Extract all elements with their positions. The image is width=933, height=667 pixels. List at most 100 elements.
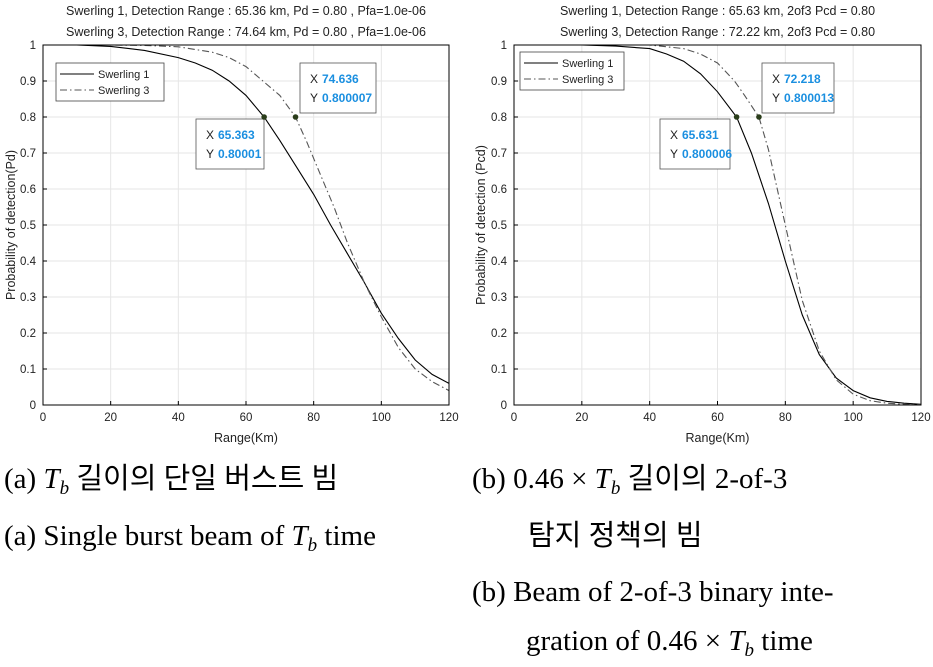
y-tick-label: 0.6 [491,184,507,196]
y-tick-label: 0.4 [20,256,37,268]
y-tick-label: 1 [501,40,507,52]
caption-b-ko-sub: b [610,478,621,499]
y-tick-label: 0.9 [20,76,36,88]
x-tick-label: 20 [104,412,117,424]
y-axis-label: Probability of detection (Pcd) [474,145,488,305]
legend-box [55,62,165,102]
y-tick-label: 0.2 [20,328,36,340]
caption-b-korean: (b) 0.46 × Tb 길이의 2-of-3 [472,463,788,499]
series-line-swerling-1 [514,44,922,405]
chart-title-line: Swerling 3, Detection Range : 74.64 km, … [66,25,426,39]
caption-b-en-line1: (b) Beam of 2-of-3 binary inte- [472,576,834,608]
x-tick-label: 80 [307,412,320,424]
y-tick-label: 0.1 [20,364,36,376]
chart-a: Swerling 1, Detection Range : 65.36 km, … [4,4,459,445]
datatip-marker [733,114,740,120]
y-tick-label: 0.3 [491,292,507,304]
datatip-box [195,118,265,170]
caption-b-ko-line2: 탐지 정책의 빔 [528,520,703,552]
y-tick-label: 0 [501,400,507,412]
caption-a-en-math: T [291,520,308,552]
legend-label: Swerling 3 [562,74,613,86]
chart-title-line: Swerling 1, Detection Range : 65.63 km, … [560,4,875,18]
chart-title-line: Swerling 1, Detection Range : 65.36 km, … [66,4,426,18]
caption-a-en-sub: b [307,535,318,556]
caption-a-ko-sub: b [59,478,70,499]
x-tick-label: 40 [172,412,185,424]
caption-a-ko-prefix: (a) [4,463,44,495]
datatip-y-label: Y [670,147,678,161]
caption-a-en-suffix: time [317,520,376,552]
y-tick-label: 0.8 [491,112,507,124]
datatip-marker [292,114,299,120]
datatip-x-value: 74.636 [322,72,359,86]
y-tick-label: 0.5 [491,220,507,232]
datatip-x-label: X [772,72,780,86]
caption-b-english-line1: (b) Beam of 2-of-3 binary inte- [472,578,834,607]
y-tick-label: 0.2 [491,328,507,340]
x-tick-label: 80 [779,412,792,424]
x-tick-label: 120 [911,412,930,424]
caption-b-ko-text: 길이의 2-of-3 [620,463,788,495]
y-tick-label: 1 [30,40,36,52]
datatip-y-label: Y [772,91,780,105]
caption-b-english-line2: gration of 0.46 × Tb time [526,625,813,661]
datatip-x-label: X [670,128,678,142]
datatip-box [299,62,377,114]
chart-b: Swerling 1, Detection Range : 65.63 km, … [474,4,931,445]
caption-a-ko-math: T [43,463,60,495]
datatip-x-label: X [310,72,318,86]
y-tick-label: 0 [30,400,36,412]
series-line-swerling-3 [514,44,922,406]
series-line-swerling-1 [43,44,450,384]
legend-label: Swerling 1 [562,58,613,70]
caption-a-english: (a) Single burst beam of Tb time [4,520,376,556]
caption-b-en-sub: b [744,640,755,661]
x-tick-label: 0 [511,412,517,424]
legend-label: Swerling 3 [98,85,149,97]
datatip-marker [756,114,762,120]
datatip-box [761,62,835,114]
datatip-box [659,118,731,170]
caption-a-korean: (a) Tb 길이의 단일 버스트 빔 [4,463,339,499]
caption-a-en-prefix: (a) Single burst beam of [4,520,292,552]
x-tick-label: 0 [40,412,46,424]
datatip-marker [261,114,267,120]
caption-b-en-suffix: time [754,625,813,657]
datatip-y-value: 0.800006 [682,147,732,161]
datatip-x-value: 65.631 [682,128,719,142]
y-axis-label: Probability of detection(Pd) [4,150,18,300]
datatip-x-label: X [206,128,214,142]
y-tick-label: 0.3 [20,292,36,304]
datatip-x-value: 65.363 [218,128,255,142]
y-tick-label: 0.5 [20,220,36,232]
y-tick-label: 0.4 [491,256,508,268]
datatip-x-value: 72.218 [784,72,821,86]
datatip-y-label: Y [206,147,214,161]
chart-panel-a: Swerling 1, Detection Range : 65.36 km, … [0,0,466,445]
x-tick-label: 40 [643,412,656,424]
caption-b-ko-math: T [594,463,611,495]
x-tick-label: 60 [240,412,253,424]
x-tick-label: 100 [372,412,391,424]
y-tick-label: 0.7 [20,148,36,160]
caption-b-en-prefix: gration of 0.46 × [526,625,729,657]
caption-b-korean-line2: 탐지 정책의 빔 [528,522,703,551]
legend-box [519,51,625,91]
datatip-y-label: Y [310,91,318,105]
y-tick-label: 0.6 [20,184,36,196]
chart-title-line: Swerling 3, Detection Range : 72.22 km, … [560,25,875,39]
x-tick-label: 100 [844,412,863,424]
x-axis-label: Range(Km) [686,431,750,445]
x-tick-label: 20 [575,412,588,424]
y-tick-label: 0.1 [491,364,507,376]
y-tick-label: 0.9 [491,76,507,88]
datatip-y-value: 0.800007 [322,91,372,105]
chart-panel-b: Swerling 1, Detection Range : 65.63 km, … [466,0,933,445]
y-tick-label: 0.7 [491,148,507,160]
legend-label: Swerling 1 [98,69,149,81]
caption-a-ko-text: 길이의 단일 버스트 빔 [69,463,339,495]
datatip-y-value: 0.80001 [218,147,262,161]
x-tick-label: 120 [439,412,458,424]
x-tick-label: 60 [711,412,724,424]
